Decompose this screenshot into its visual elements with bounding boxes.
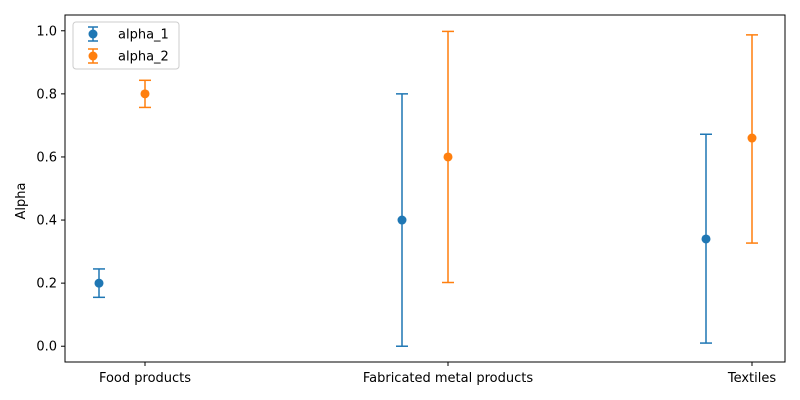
- plot-frame: [64, 14, 786, 363]
- legend: alpha_1 alpha_2: [72, 21, 180, 70]
- data-point-alpha-2: [747, 133, 757, 143]
- x-tick-label: Textiles: [727, 371, 777, 386]
- data-point-alpha-2: [443, 152, 453, 162]
- legend-marker-dot: [88, 29, 98, 39]
- y-tick-label: 0.0: [36, 340, 57, 355]
- data-point-alpha-2: [140, 89, 150, 99]
- y-tick-label: 0.2: [36, 277, 57, 292]
- legend-frame: [72, 21, 180, 70]
- plot-area: 0.0 0.2 0.4 0.6 0.8 1.0 Food products Fabricate…: [36, 14, 786, 386]
- x-tick-label: Fabricated metal products: [363, 371, 534, 386]
- y-axis-label: Alpha: [14, 183, 29, 220]
- legend-label-alpha-2: alpha_2: [118, 50, 169, 65]
- x-tick-label: Food products: [99, 371, 191, 386]
- y-tick-label: 0.4: [36, 214, 57, 229]
- y-tick-label: 0.6: [36, 150, 57, 165]
- y-tick-label: 0.8: [36, 87, 57, 102]
- legend-item-alpha-2: alpha_2: [88, 48, 169, 65]
- data-point-alpha-1: [701, 234, 711, 244]
- legend-label-alpha-1: alpha_1: [118, 28, 169, 43]
- legend-item-alpha-1: alpha_1: [88, 26, 169, 43]
- y-tick-label: 1.0: [36, 24, 57, 39]
- data-point-alpha-1: [94, 278, 104, 288]
- legend-marker-dot: [88, 51, 98, 61]
- data-point-alpha-1: [397, 215, 407, 225]
